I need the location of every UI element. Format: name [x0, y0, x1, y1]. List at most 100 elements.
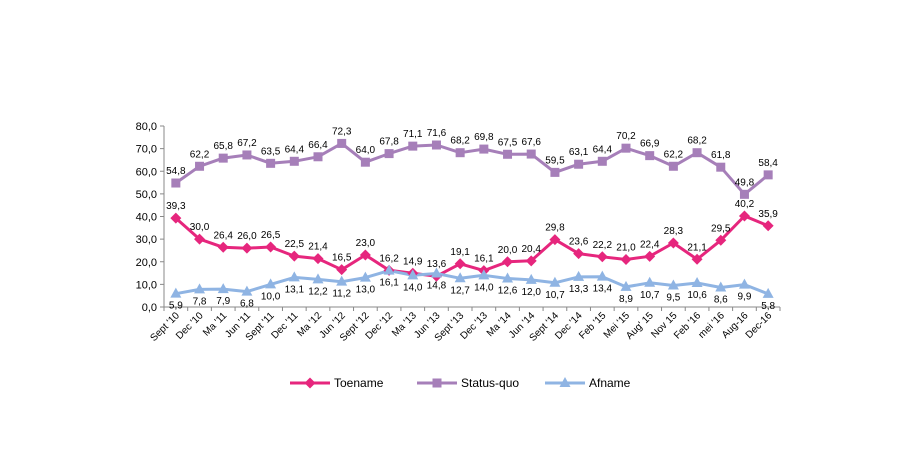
data-label: 7,8 — [193, 296, 207, 307]
series-marker — [217, 241, 229, 253]
data-label: 58,4 — [758, 158, 778, 169]
series-marker — [549, 276, 561, 287]
series-marker — [691, 253, 703, 265]
data-label: 59,5 — [545, 155, 565, 166]
data-label: 14,8 — [427, 281, 447, 292]
legend-item-status-quo: Status-quo — [417, 376, 519, 390]
data-label: 39,3 — [166, 201, 186, 212]
data-label: 10,6 — [687, 290, 707, 301]
data-label: 10,7 — [545, 290, 565, 301]
data-label: 13,3 — [569, 284, 589, 295]
series-marker — [455, 148, 465, 158]
series-marker — [454, 272, 466, 283]
x-tick-label: Dec '10 — [174, 310, 206, 342]
data-label: 6,8 — [240, 299, 254, 310]
data-label: 22,4 — [640, 239, 660, 250]
data-label: 16,5 — [332, 253, 352, 264]
series-marker — [620, 280, 632, 291]
series-marker — [573, 270, 585, 281]
series-marker — [502, 256, 514, 268]
data-label: 67,6 — [521, 137, 541, 148]
legend-marker — [304, 377, 316, 389]
data-label: 12,2 — [308, 286, 328, 297]
series-marker — [454, 258, 466, 270]
y-tick-label: 70,0 — [136, 144, 157, 156]
series-marker — [645, 151, 655, 161]
series-line-afname — [175, 269, 769, 296]
data-label: 9,9 — [738, 292, 752, 303]
y-tick-label: 60,0 — [136, 166, 157, 178]
series-marker — [312, 253, 324, 265]
series-marker — [241, 285, 253, 296]
series-marker — [266, 158, 276, 168]
data-label: 10,0 — [261, 291, 281, 302]
series-marker — [478, 269, 490, 280]
data-label: 71,6 — [427, 128, 447, 139]
series-marker — [549, 234, 561, 246]
series-marker — [337, 138, 347, 148]
data-label: 65,8 — [213, 141, 233, 152]
data-label: 71,1 — [403, 129, 423, 140]
series-marker — [762, 287, 774, 298]
series-marker — [738, 278, 750, 289]
data-label: 12,6 — [498, 285, 518, 296]
x-tick-label: Dec '12 — [364, 310, 396, 342]
legend-label: Toename — [334, 376, 384, 390]
series-marker — [383, 264, 395, 275]
data-label: 21,0 — [616, 242, 636, 253]
series-marker — [596, 270, 608, 281]
legend: Toename Status-quo Afname — [290, 376, 631, 390]
data-label: 61,8 — [711, 150, 731, 161]
series-marker — [715, 234, 727, 246]
data-label: 49,8 — [735, 177, 755, 188]
legend-item-toename: Toename — [290, 376, 384, 390]
x-tick-label: Dec-16 — [744, 310, 775, 341]
data-label: 19,1 — [450, 247, 470, 258]
series-marker — [739, 189, 749, 199]
y-tick-label: 80,0 — [136, 121, 157, 133]
series-marker — [479, 144, 489, 154]
data-label: 30,0 — [190, 222, 210, 233]
data-label: 14,0 — [474, 282, 494, 293]
data-label: 26,5 — [261, 230, 281, 241]
data-label: 21,4 — [308, 242, 328, 253]
series-marker — [170, 212, 182, 224]
data-label: 70,2 — [616, 131, 636, 142]
series-marker — [644, 250, 656, 262]
data-label: 35,9 — [758, 209, 778, 220]
data-label: 16,1 — [379, 278, 399, 289]
series-marker — [336, 275, 348, 286]
series-marker — [596, 251, 608, 263]
x-tick-label: Feb '16 — [672, 310, 703, 341]
y-tick-label: 20,0 — [136, 257, 157, 269]
series-marker — [503, 149, 513, 159]
x-tick-label: Dec '13 — [458, 310, 490, 342]
data-label: 13,1 — [285, 284, 305, 295]
data-label: 23,0 — [356, 238, 376, 249]
series-marker — [336, 264, 348, 276]
data-label: 29,8 — [545, 223, 565, 234]
data-label: 21,1 — [687, 242, 707, 253]
series-marker — [573, 248, 585, 260]
series-marker — [218, 153, 228, 163]
series-marker — [715, 281, 727, 292]
data-label: 29,5 — [711, 223, 731, 234]
legend-label: Status-quo — [461, 376, 519, 390]
series-markers — [170, 138, 774, 298]
data-label: 13,6 — [427, 259, 447, 270]
data-label: 26,4 — [213, 230, 233, 241]
series-marker — [288, 250, 300, 262]
series-marker — [195, 161, 205, 171]
series-marker — [621, 143, 631, 153]
series-marker — [692, 148, 702, 158]
x-tick-label: Dec '11 — [269, 310, 300, 341]
series-marker — [620, 253, 632, 265]
series-marker — [407, 269, 419, 280]
series-marker — [762, 220, 774, 232]
data-label: 66,4 — [308, 140, 328, 151]
data-label: 12,0 — [521, 287, 541, 298]
data-label: 72,3 — [332, 126, 352, 137]
series-marker — [359, 249, 371, 261]
data-label: 68,2 — [450, 136, 470, 147]
